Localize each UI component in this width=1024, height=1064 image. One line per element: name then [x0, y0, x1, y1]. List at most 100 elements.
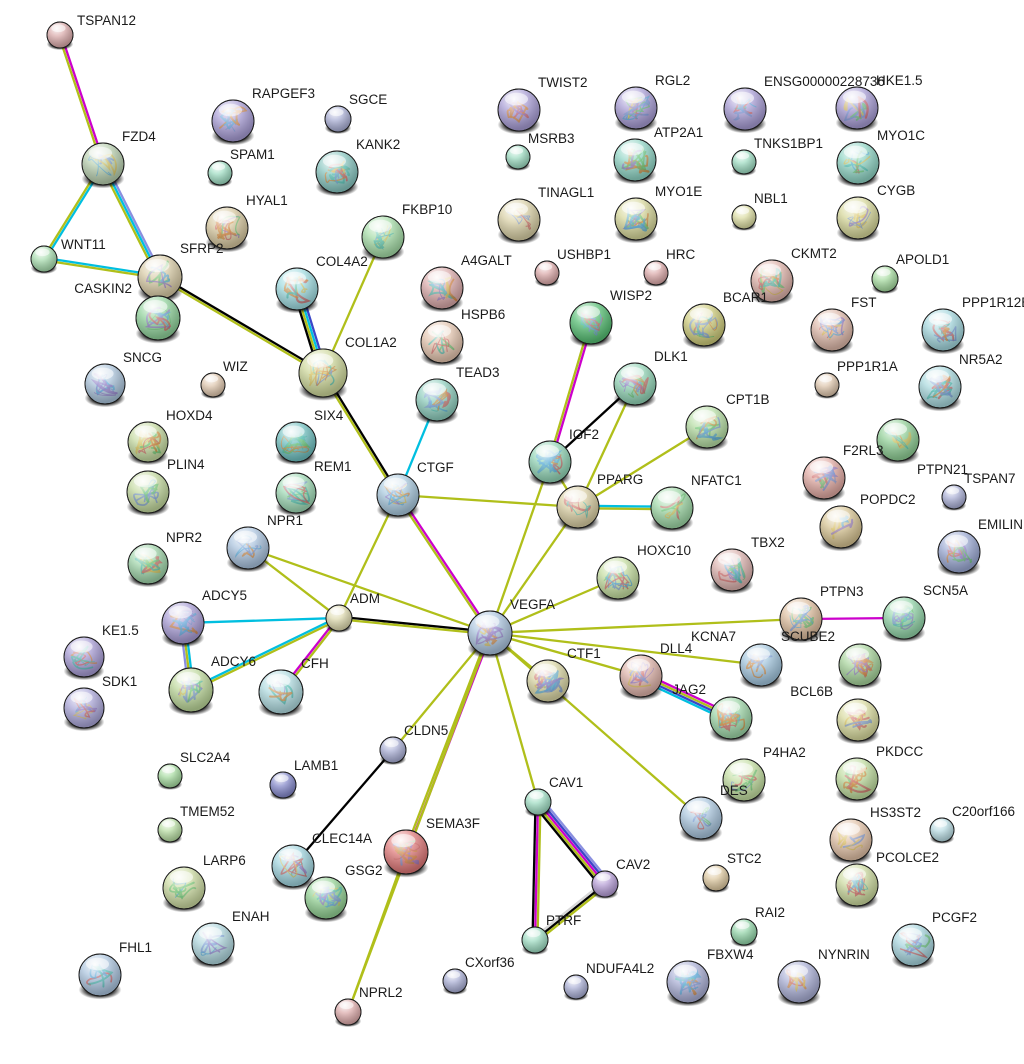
node-twist2[interactable] — [497, 88, 541, 132]
edge-ctgf-adm[interactable] — [342, 509, 392, 610]
node-col1a2[interactable] — [298, 348, 348, 398]
node-nprl2[interactable] — [334, 998, 362, 1026]
node-apold1[interactable] — [871, 265, 899, 293]
node-fzd4[interactable] — [81, 142, 125, 186]
node-fhl1[interactable] — [78, 953, 122, 997]
node-myo1e[interactable] — [614, 197, 658, 241]
node-a4galt[interactable] — [420, 266, 464, 310]
node-cav2[interactable] — [591, 870, 619, 898]
edge-tspan12-fzd4[interactable] — [61, 44, 100, 149]
node-nbl1[interactable] — [731, 204, 757, 230]
node-tspan12[interactable] — [46, 21, 74, 49]
node-hs3st2[interactable] — [829, 818, 873, 862]
node-tbx2[interactable] — [710, 548, 754, 592]
node-tinagl1[interactable] — [497, 198, 541, 242]
edge-fzd4-sfrp2[interactable] — [107, 177, 156, 263]
node-ke1.5[interactable] — [63, 636, 105, 678]
node-adcy6[interactable] — [168, 667, 214, 713]
edge-sfrp2-col1a2[interactable] — [173, 283, 308, 366]
edge-vegfa-cav1[interactable] — [493, 649, 537, 793]
node-caskin2[interactable] — [135, 295, 181, 341]
edge-cfh-adm[interactable] — [289, 624, 335, 680]
node-wnt11[interactable] — [30, 245, 58, 273]
edge-fzd4-wnt11[interactable] — [47, 177, 97, 252]
node-ctgf[interactable] — [376, 473, 420, 517]
node-gsg2[interactable] — [304, 876, 348, 920]
node-cldn5[interactable] — [379, 736, 407, 764]
edge-col1a2-ctgf[interactable] — [331, 388, 392, 482]
node-igf2[interactable] — [528, 440, 572, 484]
node-sdk1[interactable] — [63, 687, 105, 729]
node-dll4[interactable] — [619, 654, 663, 698]
node-ensg00000228736[interactable] — [723, 87, 767, 131]
node-cxorf36[interactable] — [442, 968, 468, 994]
node-wiz[interactable] — [200, 372, 226, 398]
node-lamb1[interactable] — [269, 771, 297, 799]
node-plin4[interactable] — [126, 470, 170, 514]
node-jag2[interactable] — [709, 696, 753, 740]
node-hyal1[interactable] — [205, 206, 249, 250]
node-spam1[interactable] — [207, 160, 233, 186]
node-adcy5[interactable] — [161, 601, 205, 645]
edge-vegfa-cldn5[interactable] — [398, 645, 480, 743]
edge-dlk1-pparg[interactable] — [584, 398, 629, 493]
node-scn5a[interactable] — [882, 596, 926, 640]
node-rgl2[interactable] — [614, 86, 658, 130]
node-hrc[interactable] — [643, 260, 669, 286]
node-ptpn21[interactable] — [876, 418, 920, 462]
node-msrb3[interactable] — [505, 144, 531, 170]
node-pcgf2[interactable] — [891, 923, 935, 967]
edge-cav1-ptrf[interactable] — [531, 812, 542, 930]
node-ushbp1[interactable] — [534, 260, 560, 286]
node-tead3[interactable] — [415, 378, 459, 422]
node-sema3f[interactable] — [383, 829, 429, 875]
edge-pparg-nfatc1[interactable] — [594, 504, 656, 511]
edge-col4a2-col1a2[interactable] — [297, 303, 323, 357]
edge-vegfa-kcna7[interactable] — [507, 633, 745, 665]
node-kcna7[interactable] — [739, 643, 783, 687]
node-rai2[interactable] — [730, 918, 758, 946]
edge-npr1-vegfa[interactable] — [263, 552, 474, 629]
node-slc2a4[interactable] — [157, 763, 183, 789]
node-dlk1[interactable] — [613, 362, 657, 406]
node-tnks1bp1[interactable] — [731, 149, 757, 175]
node-larp6[interactable] — [162, 866, 206, 910]
node-clec14a[interactable] — [271, 844, 315, 888]
node-wisp2[interactable] — [569, 301, 613, 345]
node-ppp1r1a[interactable] — [814, 372, 840, 398]
node-popdc2[interactable] — [819, 505, 863, 549]
node-fkbp10[interactable] — [361, 215, 405, 259]
edge-fkbp10-col1a2[interactable] — [329, 251, 378, 356]
node-rapgef3[interactable] — [211, 99, 255, 143]
edge-vegfa-hoxc10[interactable] — [505, 583, 604, 628]
node-adm[interactable] — [325, 604, 353, 632]
node-ppp1r12b[interactable] — [921, 308, 965, 352]
edge-npr1-adm[interactable] — [260, 557, 332, 613]
node-six4[interactable] — [275, 421, 317, 463]
node-pparg[interactable] — [556, 485, 600, 529]
node-sncg[interactable] — [84, 363, 126, 405]
node-enah[interactable] — [191, 922, 235, 966]
node-vegfa[interactable] — [467, 610, 513, 656]
node-nr5a2[interactable] — [918, 365, 962, 409]
node-rem1[interactable] — [275, 472, 317, 514]
node-hoxd4[interactable] — [127, 421, 169, 463]
edge-adcy6-adm[interactable] — [205, 620, 331, 685]
edge-vegfa-dll4[interactable] — [506, 636, 626, 673]
edge-adcy5-adm[interactable] — [199, 617, 329, 624]
edge-ctgf-pparg[interactable] — [414, 494, 562, 508]
edge-sema3f-nprl2[interactable] — [350, 868, 402, 1003]
edge-vegfa-ptpn3[interactable] — [507, 618, 785, 634]
node-layer[interactable] — [30, 21, 981, 1026]
node-col4a2[interactable] — [275, 267, 319, 311]
node-fst[interactable] — [810, 308, 854, 352]
edge-vegfa-igf2[interactable] — [494, 477, 546, 617]
edge-tead3-ctgf[interactable] — [403, 415, 432, 480]
node-kank2[interactable] — [315, 150, 359, 194]
node-sgce[interactable] — [324, 105, 352, 133]
node-nynrin[interactable] — [777, 960, 821, 1004]
edge-ctgf-vegfa[interactable] — [405, 507, 483, 620]
node-pkdcc[interactable] — [835, 757, 879, 801]
edge-adm-vegfa[interactable] — [349, 616, 473, 634]
